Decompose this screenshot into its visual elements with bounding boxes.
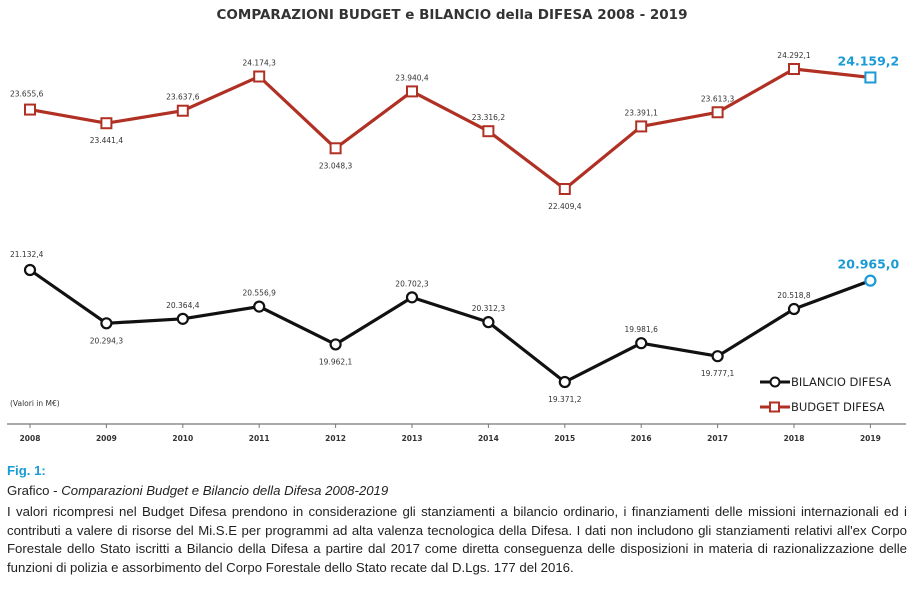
data-point (176, 312, 189, 325)
data-point (100, 117, 113, 130)
data-label: 23.655,6 (10, 90, 44, 99)
data-point (864, 274, 877, 287)
data-label: 23.316,2 (472, 113, 506, 122)
data-point (711, 350, 724, 363)
data-point (405, 291, 419, 304)
data-label: 19.777,1 (701, 369, 735, 378)
data-point (787, 302, 801, 316)
data-label: 24.174,3 (242, 59, 276, 68)
unit-note: (Valori in M€) (10, 399, 60, 408)
data-point (329, 142, 342, 155)
data-point (711, 106, 724, 119)
data-label: 21.132,4 (10, 250, 44, 259)
legend-label: BUDGET DIFESA (791, 400, 885, 414)
figure-subtitle: Grafico - Comparazioni Budget e Bilancio… (7, 482, 907, 501)
figure-description: I valori ricompresi nel Budget Difesa pr… (7, 504, 907, 575)
data-point (558, 183, 571, 195)
data-label: 23.391,1 (624, 108, 658, 117)
data-label: 20.312,3 (472, 304, 506, 313)
data-label: 20.556,9 (242, 289, 276, 298)
bilancio-series: 21.132,4 20.294,3 20.364,4 20.556,9 19.962,1… (10, 250, 900, 404)
data-point (635, 337, 648, 350)
x-tick-label: 2014 (478, 434, 499, 443)
series-line (29, 268, 871, 384)
data-point (329, 338, 342, 351)
legend-label: BILANCIO DIFESA (791, 375, 891, 389)
legend: BILANCIO DIFESA BUDGET DIFESA (760, 375, 891, 414)
x-tick-label: 2017 (707, 434, 728, 443)
series-line (29, 67, 871, 191)
x-tick-label: 2010 (172, 434, 193, 443)
x-tick-label: 2009 (96, 434, 117, 443)
legend-swatch-marker (769, 376, 781, 388)
data-point (24, 103, 36, 116)
data-point (558, 375, 571, 389)
chart: COMPARAZIONI BUDGET e BILANCIO della DIF… (7, 7, 906, 443)
data-point (406, 85, 418, 98)
data-point (23, 263, 37, 277)
x-tick-label: 2008 (20, 434, 41, 443)
data-label: 19.981,6 (624, 325, 658, 334)
x-tick-label: 2018 (784, 434, 805, 443)
data-point (100, 317, 113, 330)
x-tick-label: 2019 (860, 434, 881, 443)
data-label: 20.965,0 (838, 257, 900, 272)
data-label: 23.637,6 (166, 93, 200, 102)
legend-swatch-marker (769, 401, 780, 413)
data-label: 19.371,2 (548, 395, 582, 404)
data-label: 23.441,4 (90, 136, 124, 145)
data-point (253, 70, 266, 83)
data-label: 23.613,3 (701, 94, 735, 103)
x-tick-label: 2016 (631, 434, 652, 443)
data-point (482, 316, 495, 329)
data-label: 24.159,2 (838, 53, 900, 68)
data-label: 23.940,4 (395, 73, 429, 82)
x-axis: 2008 2009 2010 2011 2012 2013 2014 2015 2016 2017… (20, 424, 881, 443)
x-tick-label: 2011 (249, 434, 270, 443)
x-tick-label: 2015 (554, 434, 575, 443)
data-label: 24.292,1 (777, 51, 811, 60)
data-label: 20.702,3 (395, 279, 429, 288)
budget-series: 23.655,6 23.441,4 23.637,6 24.174,3 23.048,3… (10, 51, 899, 211)
x-tick-label: 2012 (325, 434, 346, 443)
figure-caption: Fig. 1: Grafico - Comparazioni Budget e … (7, 462, 907, 577)
figure-subtitle-prefix: Grafico - (7, 482, 62, 498)
data-label: 20.364,4 (166, 301, 200, 310)
data-point (788, 63, 800, 75)
data-label: 20.518,8 (777, 291, 811, 300)
data-point (176, 104, 189, 117)
chart-title: COMPARAZIONI BUDGET e BILANCIO della DIF… (217, 7, 688, 23)
data-label: 19.962,1 (319, 357, 353, 366)
data-point (253, 300, 266, 313)
data-point (635, 120, 648, 133)
data-label: 22.409,4 (548, 202, 582, 211)
x-tick-label: 2013 (402, 434, 423, 443)
figure-subtitle-title: Comparazioni Budget e Bilancio della Dif… (61, 482, 389, 498)
data-point (864, 71, 877, 84)
data-label: 23.048,3 (319, 161, 353, 170)
figure-label: Fig. 1: (7, 463, 46, 478)
data-point (482, 125, 495, 138)
data-label: 20.294,3 (90, 336, 124, 345)
